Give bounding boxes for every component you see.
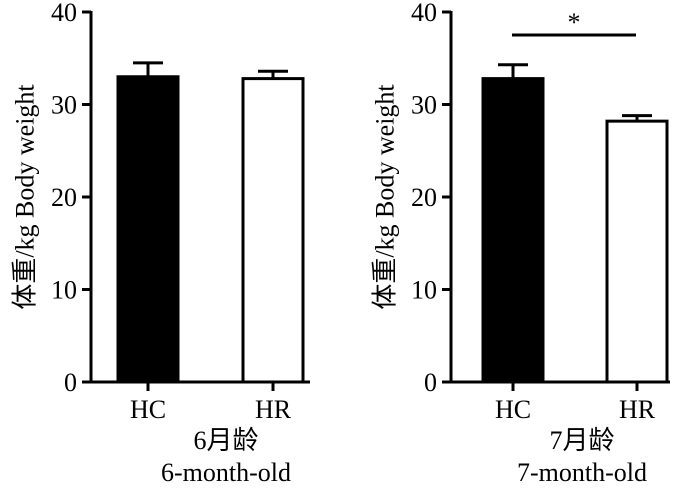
x-tick-label-hr: HR (619, 395, 656, 424)
x-group-label-cn: 7月龄 (549, 426, 614, 455)
y-tick-label: 0 (424, 368, 437, 397)
panel-7-month: 0 10 20 30 40 HC HR 体重/kg Body weight 7月龄 7-month… (371, 0, 670, 487)
bar-hc (116, 75, 180, 384)
y-axis-label: 体重/kg Body weight (371, 84, 400, 310)
y-tick-label: 30 (51, 91, 77, 120)
x-tick-label-hc: HC (495, 395, 531, 424)
x-group-label-cn: 6月龄 (193, 426, 258, 455)
x-tick-label-hr: HR (255, 395, 292, 424)
x-group-label-en: 6-month-old (161, 458, 291, 487)
y-tick-label: 20 (51, 183, 77, 212)
y-tick-label: 10 (411, 276, 437, 305)
y-tick-label: 20 (411, 183, 437, 212)
y-tick-label: 10 (51, 276, 77, 305)
bar-hr (605, 119, 669, 384)
panel-6-month: 0 10 20 30 40 HC HR 体重/kg Body weight 6月龄 6-month… (11, 0, 310, 487)
y-tick-label: 40 (51, 0, 77, 27)
significance-marker: * (568, 8, 581, 37)
bar-hr (241, 77, 305, 384)
bar-hc (481, 77, 545, 384)
y-tick-label: 30 (411, 91, 437, 120)
y-tick-label: 0 (64, 368, 77, 397)
y-tick-label: 40 (411, 0, 437, 27)
x-tick-label-hc: HC (130, 395, 166, 424)
x-group-label-en: 7-month-old (517, 458, 647, 487)
y-axis-label: 体重/kg Body weight (11, 84, 40, 310)
